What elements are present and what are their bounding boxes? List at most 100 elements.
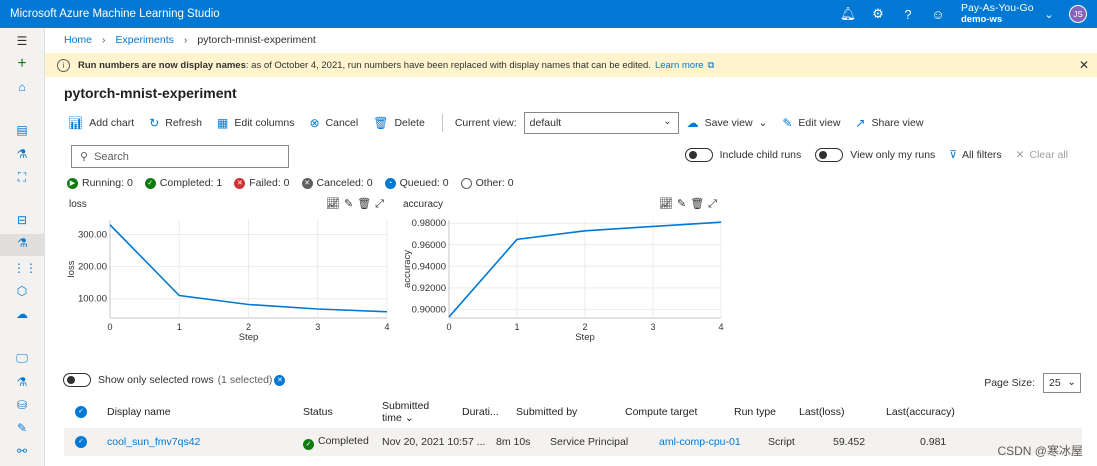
y-tick-label: 0.90000 [412, 304, 446, 315]
x-tick-label: 2 [246, 322, 251, 332]
datasets-icon[interactable]: ⊟ [16, 213, 28, 227]
edit-columns-button[interactable]: ▦ Edit columns [217, 116, 294, 130]
add-chart-button[interactable]: 📊︎ Add chart [68, 116, 134, 130]
clear-all-button[interactable]: ✕ Clear all [1016, 149, 1068, 161]
status-failed[interactable]: ✕ Failed: 0 [234, 177, 290, 189]
refresh-button[interactable]: ↻ Refresh [149, 116, 202, 130]
environments-icon[interactable]: ⚗ [16, 375, 28, 389]
status-completed[interactable]: ✓ Completed: 1 [144, 177, 223, 189]
delete-button[interactable]: 🗑︎ Delete [373, 116, 425, 130]
show-selected-toggle[interactable]: Show only selected rows (1 selected) ✕ [63, 373, 289, 387]
labeling-icon[interactable]: ✎ [16, 421, 28, 435]
check-icon: ✓ [144, 177, 156, 189]
chart-type-icon[interactable]: 📈︎ [326, 198, 344, 210]
avatar[interactable]: JS [1069, 5, 1087, 23]
toggle-switch [684, 148, 713, 162]
expand-icon[interactable]: ⤢ [708, 198, 721, 210]
compute-target-link[interactable]: aml-comp-cpu-01 [659, 436, 741, 448]
notebook-icon[interactable]: ▤ [16, 123, 28, 137]
chart-type-icon[interactable]: 📈︎ [659, 198, 677, 210]
run-display-name-link[interactable]: cool_sun_fmv7qs42 [107, 436, 201, 448]
endpoints-icon[interactable]: ☁ [16, 307, 28, 321]
automl-icon[interactable]: ⚗ [16, 147, 28, 161]
chevron-down-icon[interactable]: ⌄ [1044, 8, 1054, 21]
column-header-last-accuracy[interactable]: Last(accuracy) [886, 406, 955, 418]
view-only-my-runs-toggle[interactable]: View only my runs [815, 148, 935, 162]
x-tick-label: 0 [107, 322, 112, 332]
edit-columns-label: Edit columns [234, 117, 295, 129]
datastores-icon[interactable]: ⛁ [16, 398, 28, 412]
status-running[interactable]: ▶ Running: 0 [67, 177, 133, 189]
cancel-label: Cancel [325, 117, 359, 129]
column-header-display-name[interactable]: Display name [107, 406, 171, 418]
selected-count: (1 selected) [217, 374, 273, 386]
bell-icon[interactable]: 🔔︎ [839, 6, 857, 21]
include-child-runs-toggle[interactable]: Include child runs [684, 148, 801, 162]
submitted-time-label: Submitted time [382, 400, 430, 424]
trash-icon[interactable]: 🗑︎ [357, 198, 376, 210]
select-all-checkbox[interactable]: ✓ [75, 406, 87, 418]
status-queued-label: Queued: 0 [399, 177, 449, 189]
share-view-button[interactable]: ↗ Share view [855, 116, 923, 130]
column-header-duration[interactable]: Durati... [462, 406, 499, 418]
page-size-dropdown[interactable]: 25 ⌄ [1043, 373, 1081, 393]
hamburger-icon[interactable]: ☰ [16, 34, 28, 48]
home-icon[interactable]: ⌂ [18, 80, 26, 94]
account-switcher[interactable]: Pay-As-You-Go demo-ws [961, 3, 1039, 26]
learn-more-link[interactable]: Learn more [654, 59, 704, 71]
toggle-switch [63, 373, 91, 387]
accuracy-chart-title: accuracy [403, 199, 444, 210]
run-type: Script [768, 436, 795, 448]
experiments-icon[interactable]: ⚗ [0, 234, 45, 256]
column-header-compute-target[interactable]: Compute target [625, 406, 698, 418]
status-canceled[interactable]: ✕ Canceled: 0 [301, 177, 373, 189]
app-title[interactable]: Microsoft Azure Machine Learning Studio [10, 8, 220, 20]
models-icon[interactable]: ⬡ [16, 284, 28, 298]
run-submitted-time: Nov 20, 2021 10:57 ... [382, 436, 486, 448]
edit-view-button[interactable]: ✎ Edit view [782, 116, 840, 130]
accuracy-chart-tools: 📈︎✎🗑︎⤢ [659, 197, 721, 211]
gear-icon[interactable]: ⚙ [872, 6, 884, 21]
smiley-icon[interactable]: ☺ [931, 6, 945, 22]
compute-icon[interactable]: 🖵︎ [16, 351, 28, 365]
breadcrumb-experiments[interactable]: Experiments [115, 34, 174, 46]
linked-services-icon[interactable]: ⚯ [16, 444, 28, 458]
column-header-run-type[interactable]: Run type [734, 406, 777, 418]
x-tick-label: 2 [582, 322, 587, 332]
table-row[interactable]: ✓ cool_sun_fmv7qs42 ✓ Completed Nov 20, 2… [64, 428, 1082, 456]
play-icon: ▶ [67, 177, 78, 189]
save-view-button[interactable]: ☁ Save view ⌄ [687, 116, 768, 130]
toggle-switch [815, 148, 844, 162]
help-icon[interactable]: ? [904, 6, 912, 22]
add-chart-label: Add chart [89, 117, 135, 129]
breadcrumb-home[interactable]: Home [64, 34, 93, 46]
designer-icon[interactable]: ⛶ [17, 170, 27, 184]
status-queued[interactable]: ◔ Queued: 0 [384, 177, 449, 189]
all-filters-label: All filters [961, 149, 1002, 161]
plus-icon[interactable]: + [17, 55, 27, 72]
row-checkbox[interactable]: ✓ [75, 436, 87, 448]
status-completed-label: Completed: 1 [159, 177, 223, 189]
delete-label: Delete [394, 117, 425, 129]
close-icon[interactable]: ✕ [1078, 58, 1089, 72]
column-header-last-loss[interactable]: Last(loss) [799, 406, 845, 418]
expand-icon[interactable]: ⤢ [375, 198, 388, 210]
column-header-status[interactable]: Status [303, 406, 333, 418]
column-header-submitted-time[interactable]: Submitted time ⌄ [382, 400, 462, 424]
pencil-icon[interactable]: ✎ [676, 198, 691, 210]
column-header-submitted-by[interactable]: Submitted by [516, 406, 578, 418]
chevron-down-icon: ⌄ [758, 117, 768, 129]
search-icon: ⚲ [80, 151, 89, 163]
trash-icon[interactable]: 🗑︎ [690, 198, 709, 210]
canceled-icon: ✕ [301, 177, 313, 189]
x-tick-label: 0 [446, 322, 451, 332]
search-input[interactable]: ⚲ Search [71, 145, 289, 168]
pipelines-icon[interactable]: ⋮⋮ [13, 261, 37, 275]
pencil-icon[interactable]: ✎ [343, 198, 358, 210]
clear-selection-icon[interactable]: ✕ [274, 374, 286, 386]
all-filters-button[interactable]: ⊽ All filters [949, 149, 1001, 161]
status-other[interactable]: Other: 0 [460, 177, 514, 189]
cancel-button[interactable]: ⊗ Cancel [309, 116, 358, 130]
current-view-dropdown[interactable]: default ⌄ [523, 112, 679, 134]
columns-icon: ▦ [217, 116, 229, 130]
